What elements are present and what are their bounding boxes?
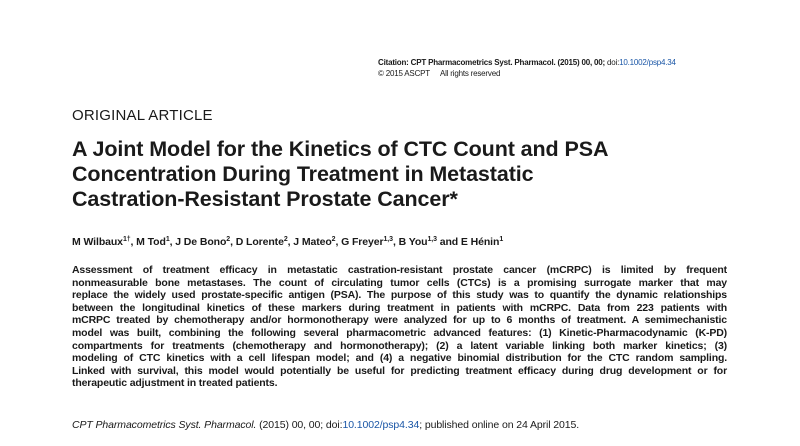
citation-label: Citation:	[378, 58, 409, 67]
abstract: Assessment of treatment efficacy in meta…	[72, 264, 727, 390]
author-affiliation: 1,3	[427, 236, 437, 243]
citation-line: Citation: CPT Pharmacometrics Syst. Phar…	[378, 57, 676, 68]
copyright-line: © 2015 ASCPT All rights reserved	[378, 68, 676, 79]
author-name: G Freyer	[341, 236, 384, 248]
abstract-line: modeling of CTC kinetics with a cell lif…	[72, 352, 727, 365]
citation-block: Citation: CPT Pharmacometrics Syst. Phar…	[378, 57, 676, 79]
author-affiliation: 2	[283, 236, 288, 243]
article-type-label: ORIGINAL ARTICLE	[72, 107, 213, 124]
author-affiliation: 1†	[122, 236, 131, 243]
abstract-line: Assessment of treatment efficacy in meta…	[72, 264, 727, 276]
author-affiliation: 1	[165, 236, 170, 243]
abstract-line: replace the widely used prostate-specifi…	[72, 289, 727, 302]
author-name: B You	[398, 236, 428, 248]
rights-text: All rights reserved	[439, 69, 501, 78]
author-affiliation: 1	[499, 236, 504, 243]
author-name: J De Bono	[175, 236, 227, 248]
citation-doi-prefix: doi:	[607, 58, 620, 67]
footer-citation: CPT Pharmacometrics Syst. Pharmacol. (20…	[72, 419, 579, 431]
citation-journal: CPT Pharmacometrics Syst. Pharmacol. (20…	[410, 58, 606, 67]
abstract-line: Linked with survival, this model would p…	[72, 364, 727, 377]
abstract-line: compartments for treatments (chemotherap…	[72, 339, 727, 352]
abstract-line: mCRPC treated by chemotherapy and/or hor…	[72, 314, 727, 327]
title-line: Concentration During Treatment in Metast…	[72, 162, 534, 186]
abstract-line: nonmeasurable bone metastases. The count…	[72, 276, 727, 289]
footer-year-volume: (2015) 00, 00; doi:	[259, 419, 343, 431]
author-name: D Lorente	[235, 236, 284, 248]
author-conjunction: and	[439, 236, 459, 248]
copyright-text: © 2015 ASCPT	[378, 69, 430, 78]
author-list: M Wilbaux1†, M Tod1, J De Bono2, D Loren…	[72, 236, 504, 248]
citation-doi-link[interactable]: 10.1002/psp4.34	[619, 58, 676, 67]
abstract-line: therapeutic adjustment in treated patien…	[72, 377, 278, 390]
author-name: J Mateo	[293, 236, 332, 248]
article-title: A Joint Model for the Kinetics of CTC Co…	[72, 137, 772, 212]
title-line: A Joint Model for the Kinetics of CTC Co…	[72, 137, 609, 161]
footer-journal: CPT Pharmacometrics Syst. Pharmacol.	[72, 419, 257, 431]
author-name: M Wilbaux	[72, 236, 123, 248]
footer-doi-link[interactable]: 10.1002/psp4.34	[342, 419, 420, 431]
abstract-line: between the longitudinal kinetics of the…	[72, 301, 727, 314]
author-name: M Tod	[136, 236, 166, 248]
author-affiliation: 2	[226, 236, 231, 243]
author-affiliation: 1,3	[383, 236, 394, 243]
author-name: E Hénin	[460, 236, 500, 248]
title-line: Castration-Resistant Prostate Cancer*	[72, 187, 458, 211]
footer-published-date: ; published online on 24 April 2015.	[419, 419, 580, 431]
abstract-line: model was built, combining the following…	[72, 326, 727, 339]
author-affiliation: 2	[331, 236, 336, 243]
